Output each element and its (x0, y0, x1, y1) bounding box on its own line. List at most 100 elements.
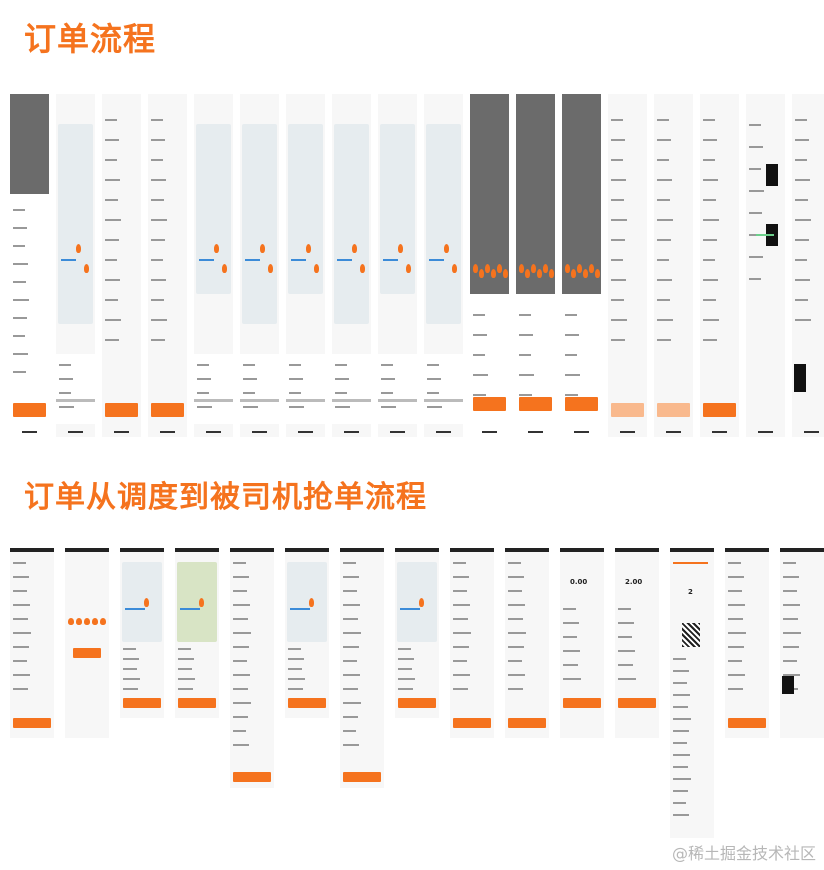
text-line (783, 590, 798, 592)
text-line (508, 562, 522, 564)
text-line (105, 139, 120, 141)
text-line (197, 378, 212, 380)
text-line (13, 590, 28, 592)
text-line (728, 660, 742, 662)
text-line (657, 119, 669, 121)
text-line (783, 674, 800, 676)
text-line (565, 314, 577, 316)
text-line (508, 618, 523, 620)
home-indicator (758, 431, 773, 433)
text-line (123, 688, 138, 690)
text-line (749, 124, 761, 126)
map-pin (543, 264, 548, 273)
text-line (611, 299, 624, 301)
action-button (13, 403, 46, 417)
dispatch-flow-screen (340, 548, 384, 788)
text-line (519, 394, 533, 396)
text-line (13, 562, 27, 564)
route-line (337, 259, 352, 261)
home-indicator (68, 431, 83, 433)
status-bar (780, 548, 824, 552)
home-indicator (574, 431, 589, 433)
text-line (335, 406, 351, 408)
text-line (473, 314, 485, 316)
text-line (59, 378, 74, 380)
text-line (233, 688, 248, 690)
text-line (453, 688, 468, 690)
status-bar (395, 548, 439, 552)
text-line (703, 139, 718, 141)
home-indicator (252, 431, 267, 433)
text-line (618, 678, 637, 680)
text-line (508, 660, 522, 662)
map-pin (76, 244, 81, 253)
map-area (177, 562, 217, 642)
text-line (13, 688, 28, 690)
text-line (611, 119, 623, 121)
route-line (383, 259, 398, 261)
text-line (427, 378, 442, 380)
text-line (673, 790, 689, 792)
action-button (453, 718, 491, 728)
text-line (178, 678, 196, 680)
text-line (13, 646, 29, 648)
text-line (473, 394, 487, 396)
order-flow-screen (10, 94, 49, 437)
order-flow-screen (608, 94, 647, 437)
text-line (151, 299, 164, 301)
text-line (703, 279, 718, 281)
text-line (343, 730, 357, 732)
text-line (703, 339, 717, 341)
map-pin (549, 269, 554, 278)
text-line (105, 279, 120, 281)
text-line (673, 658, 687, 660)
home-indicator (114, 431, 129, 433)
home-indicator (482, 431, 497, 433)
text-line (508, 576, 525, 578)
text-line (673, 718, 692, 720)
map-pin (360, 264, 365, 273)
order-flow-screen (194, 94, 233, 437)
text-line (398, 658, 415, 660)
text-line (611, 199, 625, 201)
text-line (618, 650, 636, 652)
order-flow-screen (148, 94, 187, 437)
home-indicator (298, 431, 313, 433)
text-line (288, 658, 305, 660)
status-bar (725, 548, 769, 552)
text-line (178, 648, 192, 650)
text-line (197, 364, 209, 366)
qr-code (682, 623, 700, 647)
home-indicator (620, 431, 635, 433)
text-line (795, 279, 810, 281)
status-line (756, 234, 774, 236)
dispatch-flow-screen (175, 548, 219, 718)
text-line (657, 159, 670, 161)
status-bar (505, 548, 549, 552)
text-line (381, 378, 396, 380)
price-text: 0.00 (570, 578, 588, 586)
text-line (563, 650, 581, 652)
text-line (13, 674, 30, 676)
text-line (783, 646, 799, 648)
map-pin (222, 264, 227, 273)
text-line (398, 668, 413, 670)
text-line (508, 674, 525, 676)
text-line (795, 219, 811, 221)
status-bar (560, 548, 604, 552)
text-line (703, 199, 717, 201)
text-line (795, 299, 808, 301)
home-indicator (206, 431, 221, 433)
map-pin (503, 269, 508, 278)
text-line (343, 632, 362, 634)
order-flow-screen (516, 94, 555, 437)
dispatch-flow-screen: 0.00 (560, 548, 604, 738)
text-line (13, 371, 26, 373)
map-pin (497, 264, 502, 273)
text-line (335, 378, 350, 380)
text-line (508, 604, 526, 606)
text-line (703, 239, 718, 241)
text-line (123, 658, 140, 660)
text-line (381, 392, 394, 394)
text-line (453, 562, 467, 564)
